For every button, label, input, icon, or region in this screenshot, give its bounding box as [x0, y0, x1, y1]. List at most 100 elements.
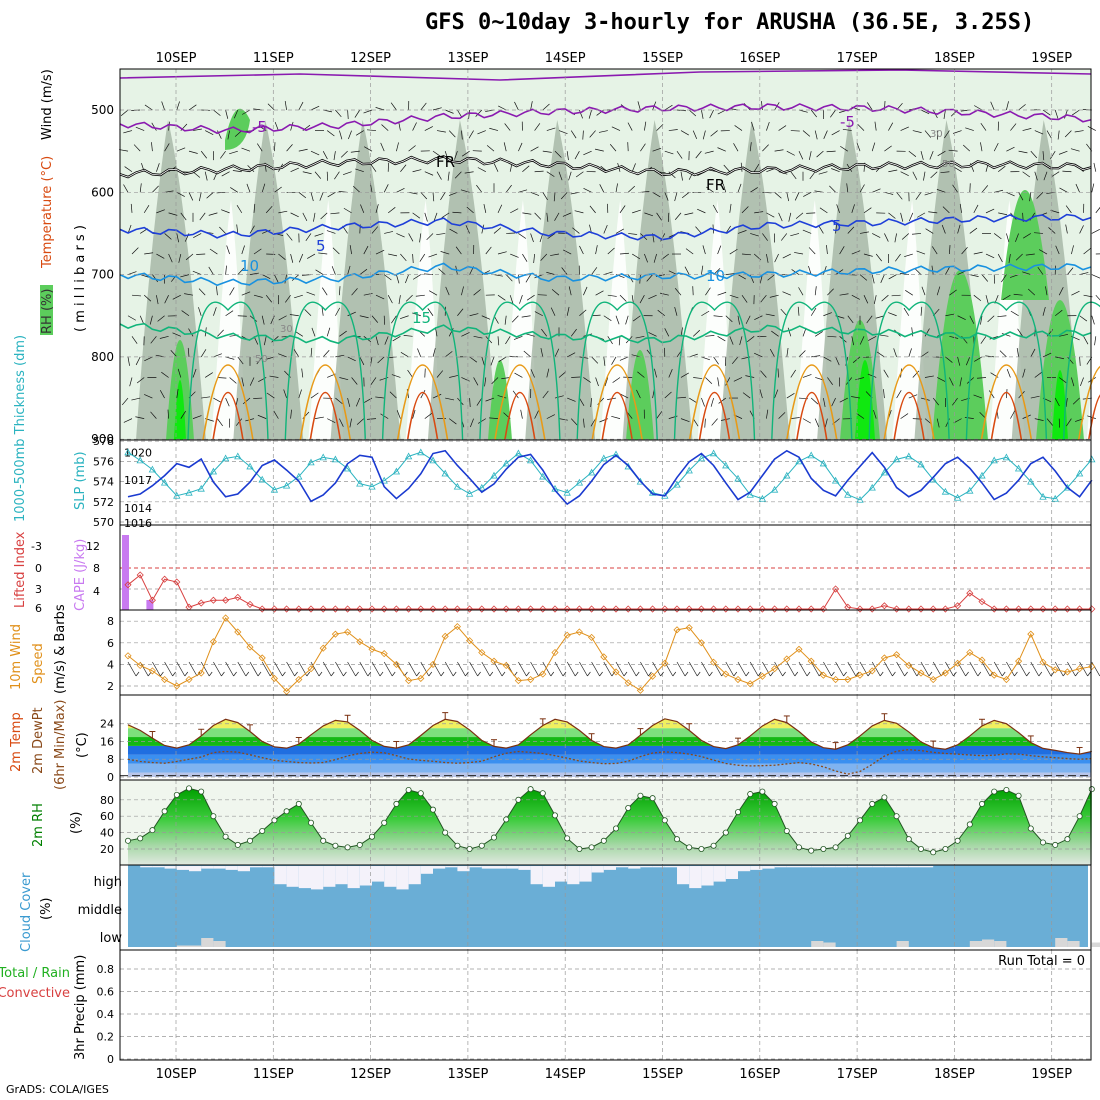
- rh2m-point: [527, 786, 534, 793]
- temperature-contour-25: [309, 391, 342, 441]
- wind-speed-point: [246, 643, 254, 651]
- wind-barb: [290, 121, 294, 131]
- wind-barb: [156, 253, 165, 259]
- wind-barb: [880, 274, 885, 283]
- wind-barb: [583, 286, 588, 296]
- x-tick-label-bottom: 14SEP: [545, 1067, 586, 1080]
- lifted-index-point: [283, 605, 291, 613]
- rh2m-point: [649, 795, 656, 802]
- wind-barb-10m: [652, 661, 661, 677]
- wind-barb: [754, 315, 763, 321]
- wind-barb: [664, 150, 674, 155]
- wind-barb: [391, 374, 401, 378]
- wind-barb: [1071, 109, 1080, 116]
- wind-barb-10m: [371, 661, 381, 677]
- wind-barb: [149, 315, 153, 325]
- wind-barb: [156, 295, 159, 305]
- ylabel-2m-rh: 2m RH: [31, 803, 46, 847]
- lifted-index-point: [161, 575, 169, 583]
- wind-barb-10m: [969, 661, 979, 677]
- wind-barb: [668, 129, 678, 131]
- wind-barb: [491, 377, 499, 385]
- lifted-index-point: [673, 605, 681, 613]
- contour-label: 15: [412, 309, 431, 327]
- rh-shade-white: [405, 200, 441, 440]
- wind-barb: [217, 329, 224, 337]
- lifted-tick-label: 0: [35, 562, 42, 575]
- wind-barb-10m: [993, 661, 1003, 677]
- temperature-contour-20: [591, 364, 643, 441]
- wind-barb-10m: [871, 661, 881, 677]
- wind-barb: [200, 150, 208, 159]
- cloud-low-bar: [982, 939, 995, 947]
- thickness-point: [1039, 492, 1047, 500]
- wind-barb-10m: [640, 661, 649, 677]
- precip-tick-label: 0.6: [97, 986, 115, 999]
- wind-barb: [900, 212, 904, 222]
- wind-barb-10m: [335, 661, 344, 677]
- wind-barb-10m: [282, 671, 286, 677]
- wind-barb-10m: [444, 661, 454, 677]
- wind-barb: [859, 184, 865, 193]
- wind-barb: [546, 414, 555, 419]
- ylabel-total-rain: Total / Rain: [0, 966, 70, 981]
- cape-bar: [122, 535, 129, 610]
- wind-barb: [883, 389, 885, 399]
- wind-barb: [631, 354, 641, 358]
- wind-barb: [236, 224, 239, 234]
- rh2m-point: [576, 846, 583, 853]
- rh2m-point: [137, 835, 144, 842]
- cloud-high-bar: [799, 866, 812, 868]
- wind-barb: [733, 143, 739, 152]
- wind-speed-point: [478, 648, 486, 657]
- wind-barb: [981, 274, 989, 282]
- ylabel-barbs: (m/s) & Barbs: [53, 604, 68, 694]
- wind-barb-10m: [664, 661, 674, 677]
- wind-barb: [762, 233, 768, 241]
- lifted-index-point: [514, 605, 522, 613]
- wind-barb: [759, 389, 763, 399]
- wind-barb: [603, 315, 612, 321]
- wind-barb: [481, 315, 491, 320]
- wind-barb: [567, 397, 576, 402]
- wind-barb: [424, 126, 433, 131]
- thickness-point: [197, 484, 205, 492]
- wind-barb: [127, 356, 130, 366]
- wind-barb-10m: [733, 671, 738, 677]
- wind-barb: [762, 144, 769, 152]
- lifted-index-point: [441, 605, 449, 613]
- wind-barb-10m: [945, 661, 954, 677]
- wind-barb: [823, 130, 828, 139]
- lifted-index-point: [990, 605, 998, 613]
- temperature-contour: [119, 213, 1092, 241]
- wind-barb-10m: [188, 661, 198, 677]
- wind-barb: [590, 398, 592, 408]
- wind-barb: [1055, 245, 1060, 255]
- wind-barb: [469, 313, 479, 317]
- thickness-point: [514, 449, 523, 457]
- wind-barb: [823, 356, 832, 362]
- x-tick-label-bottom: 15SEP: [642, 1067, 683, 1080]
- wind-barb: [208, 266, 214, 275]
- wind-barb: [1042, 151, 1045, 161]
- wind-speed-point: [502, 661, 510, 670]
- wind-barb: [461, 286, 464, 296]
- wind-barb: [607, 294, 617, 297]
- wind-barb: [398, 295, 401, 305]
- lifted-index-point: [710, 605, 718, 613]
- wind-speed-point: [136, 661, 144, 670]
- wind-barb: [851, 396, 861, 399]
- wind-barb: [928, 211, 938, 214]
- wind-barb: [1001, 274, 1007, 283]
- wind-barb: [468, 109, 470, 119]
- wind-barb: [920, 109, 930, 115]
- cloud-high-bar: [762, 866, 775, 869]
- x-tick-label-top: 19SEP: [1031, 51, 1072, 66]
- wind-barb: [965, 127, 974, 131]
- wind-barb: [347, 265, 351, 275]
- wind-speed-point: [819, 671, 827, 679]
- cloud-high-bar: [298, 866, 311, 889]
- wind-barb: [388, 253, 398, 257]
- wind-barb: [1064, 130, 1072, 138]
- cloud-low-bar: [1055, 938, 1068, 947]
